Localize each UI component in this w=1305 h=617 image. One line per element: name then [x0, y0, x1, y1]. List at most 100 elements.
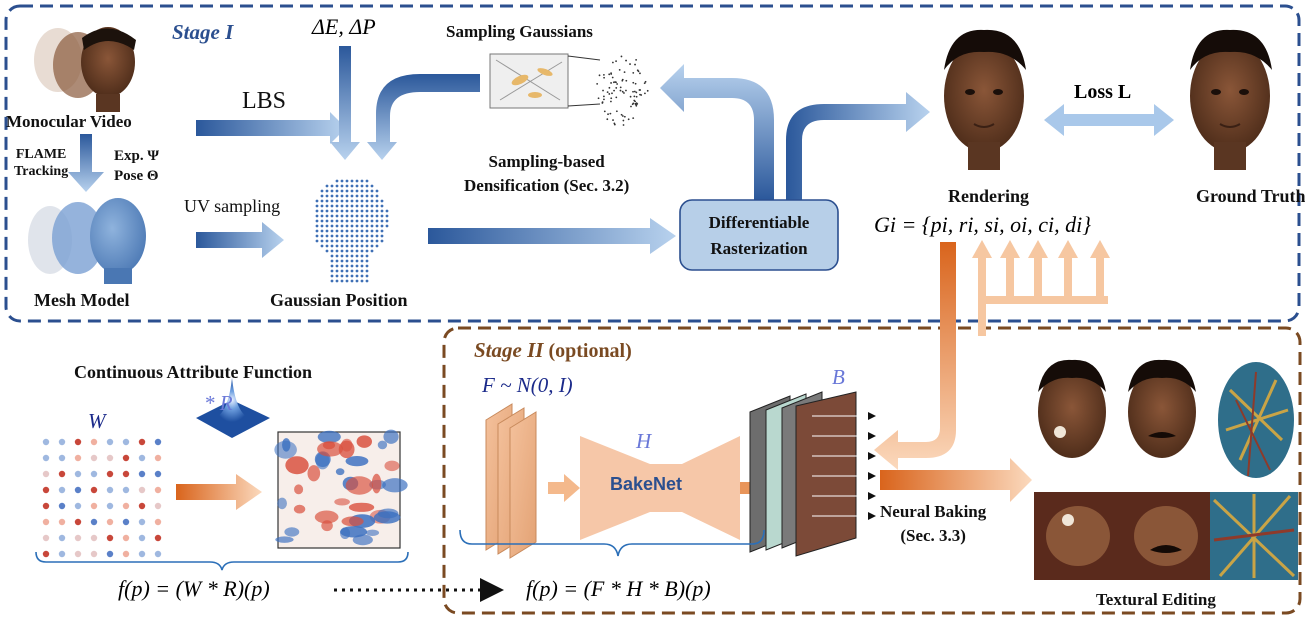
- w-dot: [74, 502, 82, 510]
- gaussian-point: [340, 219, 344, 223]
- w-dot: [58, 438, 66, 446]
- gaussian-point: [320, 244, 324, 248]
- gaussian-point: [330, 214, 334, 218]
- gaussian-point: [330, 184, 334, 188]
- left-brace: [35, 551, 409, 571]
- conv-r-label: * R: [204, 391, 233, 415]
- sparse-point: [643, 82, 646, 85]
- w-dot: [90, 438, 98, 446]
- gaussian-point: [335, 194, 339, 198]
- gaussian-point: [355, 189, 359, 193]
- gaussian-point: [320, 219, 324, 223]
- field-blob: [382, 478, 408, 493]
- gaussian-point: [360, 264, 364, 268]
- gaussian-point: [350, 234, 354, 238]
- b-symbol: B: [832, 365, 845, 389]
- sampling-gaussians-label: Sampling Gaussians: [446, 22, 593, 41]
- w-dot: [74, 470, 82, 478]
- gaussian-point: [315, 219, 319, 223]
- gaussian-point: [345, 254, 349, 258]
- gaussian-point: [340, 204, 344, 208]
- gaussian-point: [375, 194, 379, 198]
- gaussian-point: [360, 199, 364, 203]
- sparse-point: [632, 117, 635, 120]
- sparse-point: [623, 71, 626, 74]
- gaussian-point: [370, 184, 374, 188]
- gaussian-point: [370, 214, 374, 218]
- field-blob: [317, 430, 341, 444]
- sparse-point: [615, 60, 617, 63]
- field-blob: [345, 476, 373, 495]
- field-blob: [356, 435, 372, 448]
- sparse-point: [620, 113, 623, 116]
- gaussian-point: [380, 199, 384, 203]
- w-dot: [90, 470, 98, 478]
- field-blob: [322, 441, 336, 450]
- w-dot: [74, 454, 82, 462]
- sampling-gaussians-image: [489, 53, 649, 126]
- bakenet-label: BakeNet: [610, 474, 683, 494]
- gaussian-point: [335, 259, 339, 263]
- w-dot: [58, 486, 66, 494]
- edited-uv-1: [1034, 492, 1122, 580]
- gaussian-point: [355, 194, 359, 198]
- sparse-point: [610, 97, 613, 100]
- w-dot: [138, 486, 146, 494]
- w-dot: [90, 502, 98, 510]
- gaussian-point: [350, 224, 354, 228]
- gaussian-point: [355, 209, 359, 213]
- neural-baking-line-1: Neural Baking: [880, 502, 987, 521]
- field-blob: [274, 440, 297, 459]
- gaussian-point: [375, 229, 379, 233]
- continuous-attr-label: Continuous Attribute Function: [74, 362, 313, 382]
- gaussian-point: [335, 204, 339, 208]
- gaussian-point: [325, 189, 329, 193]
- sparse-point: [610, 72, 612, 75]
- formula-left: f(p) = (W * R)(p): [118, 576, 270, 601]
- gaussian-point: [360, 244, 364, 248]
- gaussian-point: [315, 214, 319, 218]
- sparse-point: [620, 55, 623, 58]
- w-dot: [58, 470, 66, 478]
- gaussian-point: [330, 209, 334, 213]
- gaussian-point: [345, 264, 349, 268]
- gaussian-point: [325, 229, 329, 233]
- noise-dist-label: F ~ N(0, I): [481, 373, 573, 397]
- gaussian-point: [315, 229, 319, 233]
- sparse-point: [622, 119, 625, 122]
- gaussian-point: [330, 194, 334, 198]
- sparse-point: [603, 76, 605, 79]
- sparse-point: [634, 63, 636, 66]
- gaussian-point: [375, 234, 379, 238]
- gaussian-point: [365, 239, 369, 243]
- w-dot: [90, 534, 98, 542]
- b-grid-arrowhead: [868, 432, 876, 440]
- gaussian-point: [325, 224, 329, 228]
- w-dot: [122, 550, 130, 558]
- sparse-point: [635, 103, 637, 106]
- gaussian-point: [350, 259, 354, 263]
- sparse-point: [613, 89, 615, 92]
- gaussian-point: [365, 179, 369, 183]
- w-dot: [122, 486, 130, 494]
- field-blob: [377, 440, 388, 450]
- stage2-title: Stage II: [474, 338, 544, 362]
- stage2-suffix: (optional): [548, 340, 632, 362]
- w-dot: [122, 518, 130, 526]
- sparse-point: [606, 91, 609, 94]
- gaussian-point: [360, 214, 364, 218]
- sparse-point: [606, 118, 609, 121]
- gaussian-point: [355, 219, 359, 223]
- sparse-point: [639, 72, 641, 75]
- gaussian-point: [355, 239, 359, 243]
- w-dot: [90, 518, 98, 526]
- gaussian-point: [320, 199, 324, 203]
- gaussian-point: [315, 234, 319, 238]
- w-dot: [106, 486, 114, 494]
- w-dot: [74, 550, 82, 558]
- gaussian-point: [365, 204, 369, 208]
- sparse-point: [613, 123, 616, 126]
- gaussian-point: [355, 184, 359, 188]
- gaussian-point: [370, 204, 374, 208]
